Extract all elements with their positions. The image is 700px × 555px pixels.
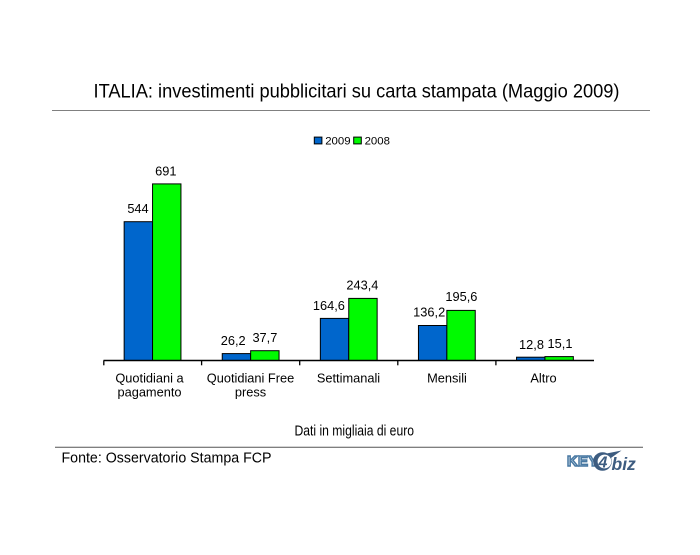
svg-text:KEY: KEY <box>567 453 598 470</box>
svg-text:691: 691 <box>155 164 176 179</box>
svg-text:544: 544 <box>127 201 148 216</box>
svg-text:26,2: 26,2 <box>221 333 246 348</box>
svg-text:Settimanali: Settimanali <box>317 371 380 386</box>
svg-text:136,2: 136,2 <box>413 305 445 320</box>
svg-text:Altro: Altro <box>530 371 556 386</box>
svg-text:164,6: 164,6 <box>313 298 345 313</box>
svg-text:2008: 2008 <box>365 136 390 148</box>
svg-text:Quotidiani Free: Quotidiani Free <box>207 371 295 386</box>
svg-text:2009: 2009 <box>325 136 350 148</box>
svg-text:243,4: 243,4 <box>346 277 378 292</box>
svg-text:press: press <box>235 384 266 399</box>
svg-text:Mensili: Mensili <box>427 371 467 386</box>
svg-text:ITALIA: investimenti pubblicit: ITALIA: investimenti pubblicitari su car… <box>94 81 620 103</box>
svg-text:15,1: 15,1 <box>548 336 573 351</box>
svg-text:Dati in migliaia di euro: Dati in migliaia di euro <box>295 424 415 440</box>
svg-text:37,7: 37,7 <box>252 330 277 345</box>
svg-text:biz: biz <box>612 454 637 474</box>
svg-text:12,8: 12,8 <box>519 337 544 352</box>
svg-text:195,6: 195,6 <box>445 289 477 304</box>
svg-text:Fonte: Osservatorio Stampa FCP: Fonte: Osservatorio Stampa FCP <box>62 449 272 466</box>
svg-text:pagamento: pagamento <box>117 384 181 399</box>
svg-text:Quotidiani a: Quotidiani a <box>115 371 184 386</box>
svg-text:4: 4 <box>598 455 608 472</box>
